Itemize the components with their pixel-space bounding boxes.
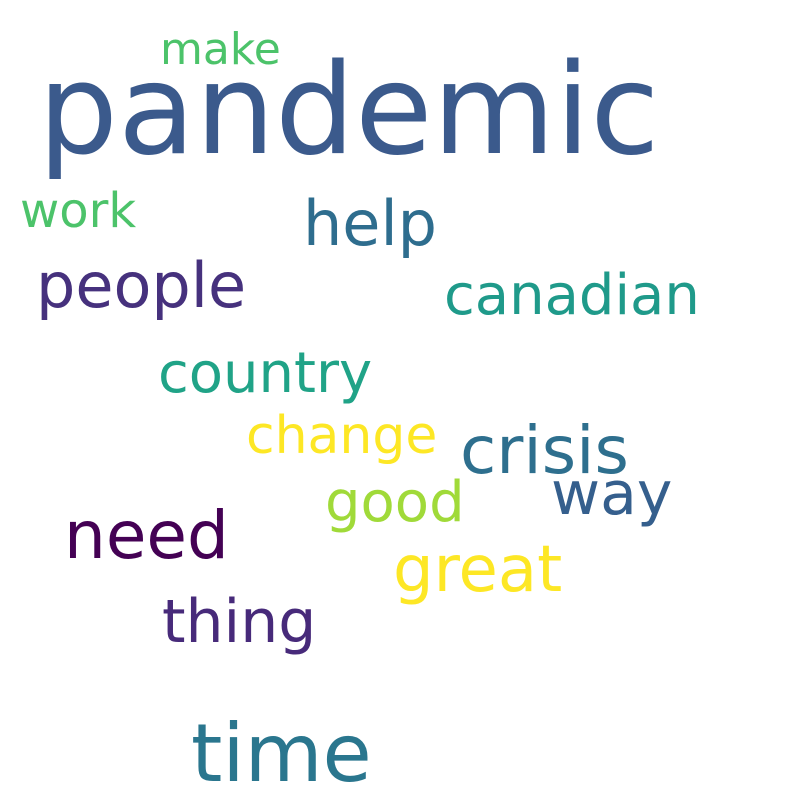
- word-people: people: [36, 249, 247, 322]
- word-help: help: [303, 187, 438, 260]
- word-crisis: crisis: [460, 412, 629, 489]
- word-canadian: canadian: [444, 263, 700, 328]
- word-time: time: [191, 707, 372, 800]
- word-country: country: [158, 341, 373, 406]
- word-way: way: [551, 459, 673, 529]
- word-pandemic: pandemic: [38, 36, 660, 183]
- word-good: good: [325, 470, 465, 535]
- word-make: make: [160, 24, 281, 75]
- word-great: great: [393, 533, 563, 607]
- word-thing: thing: [162, 587, 317, 657]
- word-change: change: [246, 406, 438, 466]
- word-need: need: [64, 497, 229, 574]
- word-work: work: [20, 183, 137, 239]
